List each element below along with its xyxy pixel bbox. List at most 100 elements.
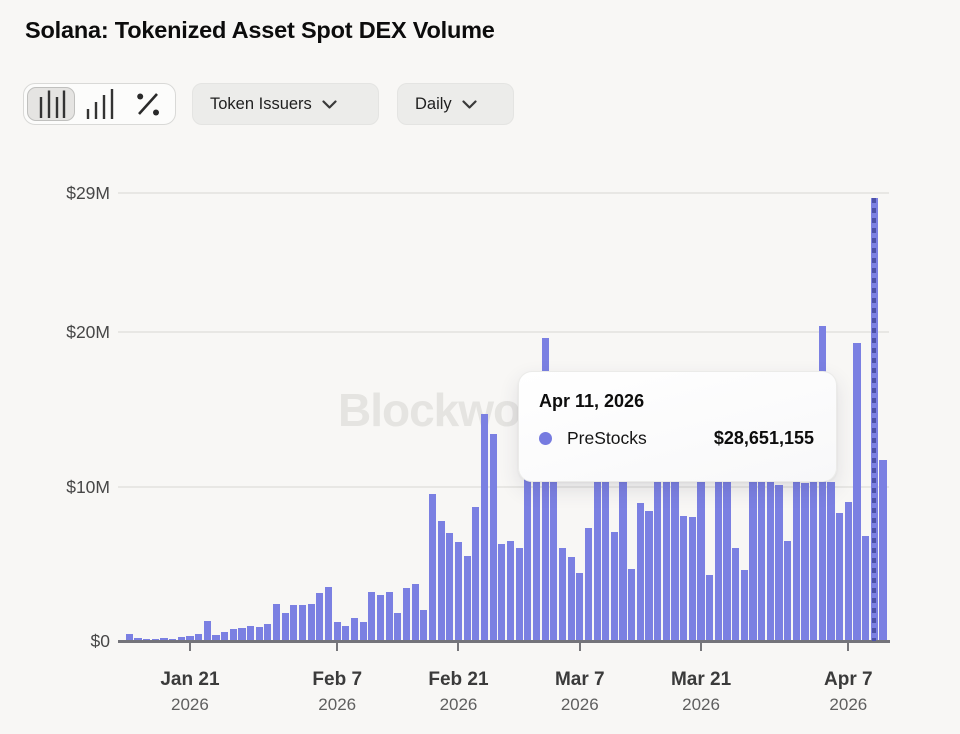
bar[interactable] bbox=[324, 586, 333, 641]
bar[interactable] bbox=[766, 480, 774, 641]
bar[interactable] bbox=[290, 605, 298, 641]
bar[interactable] bbox=[723, 475, 731, 641]
gridline bbox=[118, 485, 889, 488]
bar[interactable] bbox=[402, 588, 411, 641]
bar[interactable] bbox=[628, 569, 636, 641]
bar[interactable] bbox=[818, 325, 826, 641]
bar[interactable] bbox=[186, 636, 194, 641]
bar[interactable] bbox=[836, 512, 844, 641]
bar[interactable] bbox=[758, 467, 766, 641]
bar[interactable] bbox=[307, 603, 315, 641]
bar[interactable] bbox=[610, 532, 618, 641]
bar[interactable] bbox=[463, 556, 471, 641]
bar[interactable] bbox=[177, 637, 185, 641]
bar[interactable] bbox=[567, 556, 575, 641]
bar[interactable] bbox=[784, 540, 792, 641]
bar[interactable] bbox=[394, 613, 402, 641]
bar[interactable] bbox=[749, 472, 757, 641]
bar[interactable] bbox=[220, 631, 229, 641]
bar[interactable] bbox=[368, 591, 376, 641]
bar[interactable] bbox=[125, 634, 133, 641]
bar[interactable] bbox=[195, 634, 203, 641]
bar[interactable] bbox=[541, 338, 549, 641]
bar[interactable] bbox=[411, 583, 419, 641]
bar[interactable] bbox=[602, 471, 610, 641]
bar[interactable] bbox=[550, 471, 558, 641]
bar[interactable] bbox=[706, 574, 714, 641]
bar[interactable] bbox=[740, 569, 748, 641]
bar[interactable] bbox=[454, 542, 463, 641]
hover-indicator-line bbox=[872, 198, 877, 641]
bar[interactable] bbox=[212, 634, 220, 641]
bar[interactable] bbox=[264, 624, 272, 641]
bar[interactable] bbox=[298, 604, 307, 641]
chart-type-percent-button[interactable] bbox=[124, 87, 172, 121]
tick-year: 2026 bbox=[318, 695, 357, 714]
bar[interactable] bbox=[524, 474, 532, 641]
tick-year: 2026 bbox=[682, 695, 720, 714]
bar[interactable] bbox=[480, 413, 489, 641]
tick-year: 2026 bbox=[560, 695, 599, 714]
bar[interactable] bbox=[376, 594, 385, 641]
bar[interactable] bbox=[654, 472, 662, 641]
bar[interactable] bbox=[853, 342, 861, 641]
bar[interactable] bbox=[558, 547, 567, 641]
bar[interactable] bbox=[420, 610, 428, 641]
bar[interactable] bbox=[472, 506, 480, 641]
gridline bbox=[118, 192, 889, 194]
bar[interactable] bbox=[515, 548, 523, 641]
bar[interactable] bbox=[229, 629, 237, 641]
bar[interactable] bbox=[350, 617, 359, 641]
bar[interactable] bbox=[506, 540, 515, 641]
bar[interactable] bbox=[636, 502, 644, 641]
bar[interactable] bbox=[359, 622, 367, 641]
bar[interactable] bbox=[489, 433, 497, 641]
chart-type-ascending-bars-button[interactable] bbox=[75, 87, 123, 121]
bar[interactable] bbox=[342, 625, 350, 641]
bar[interactable] bbox=[238, 627, 246, 641]
token-issuers-label: Token Issuers bbox=[210, 94, 312, 113]
bar[interactable] bbox=[437, 520, 445, 641]
bar[interactable] bbox=[428, 494, 437, 641]
bar[interactable] bbox=[576, 573, 584, 641]
bar[interactable] bbox=[593, 474, 601, 641]
bar[interactable] bbox=[827, 481, 835, 641]
bar[interactable] bbox=[714, 471, 722, 641]
bar[interactable] bbox=[792, 481, 800, 641]
bar[interactable] bbox=[879, 460, 887, 641]
bar[interactable] bbox=[801, 483, 809, 641]
bar[interactable] bbox=[333, 622, 341, 641]
bar[interactable] bbox=[498, 543, 506, 641]
bar[interactable] bbox=[316, 593, 324, 641]
bar[interactable] bbox=[862, 535, 870, 641]
bar[interactable] bbox=[203, 620, 211, 641]
bar[interactable] bbox=[671, 474, 679, 641]
tick-date: Apr 7 bbox=[824, 669, 873, 690]
interval-dropdown[interactable]: Daily bbox=[397, 83, 514, 125]
bar[interactable] bbox=[662, 469, 670, 641]
bar[interactable] bbox=[688, 517, 696, 641]
bar[interactable] bbox=[680, 515, 688, 641]
bar[interactable] bbox=[281, 613, 289, 641]
bar[interactable] bbox=[246, 625, 255, 641]
bar[interactable] bbox=[645, 511, 653, 641]
bar[interactable] bbox=[732, 548, 740, 641]
bar[interactable] bbox=[446, 532, 454, 641]
bar[interactable] bbox=[844, 501, 852, 641]
bar[interactable] bbox=[584, 528, 593, 641]
chart-type-grouped-bars-button[interactable] bbox=[27, 87, 76, 121]
bar[interactable] bbox=[385, 591, 393, 641]
bar[interactable] bbox=[697, 474, 705, 641]
bar[interactable] bbox=[775, 484, 783, 641]
bar[interactable] bbox=[160, 637, 168, 641]
bar[interactable] bbox=[619, 475, 627, 641]
bar[interactable] bbox=[810, 480, 818, 641]
bar[interactable] bbox=[532, 477, 541, 641]
bar[interactable] bbox=[255, 627, 263, 641]
bar[interactable] bbox=[272, 603, 281, 641]
token-issuers-dropdown[interactable]: Token Issuers bbox=[192, 83, 379, 125]
tooltip-row: PreStocks $28,651,155 bbox=[539, 428, 816, 449]
bar[interactable] bbox=[134, 637, 142, 641]
